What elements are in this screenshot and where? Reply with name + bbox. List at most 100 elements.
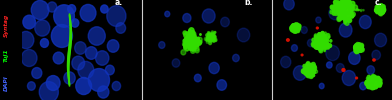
- Ellipse shape: [332, 10, 335, 12]
- Ellipse shape: [343, 9, 344, 10]
- Ellipse shape: [356, 48, 358, 51]
- Ellipse shape: [357, 49, 359, 51]
- Ellipse shape: [291, 45, 298, 51]
- Ellipse shape: [374, 77, 377, 81]
- Ellipse shape: [213, 37, 216, 40]
- Ellipse shape: [189, 34, 190, 36]
- Ellipse shape: [294, 25, 297, 29]
- Ellipse shape: [375, 78, 376, 80]
- Ellipse shape: [295, 27, 297, 30]
- Ellipse shape: [69, 46, 71, 48]
- Ellipse shape: [309, 72, 312, 76]
- Ellipse shape: [352, 9, 354, 10]
- Ellipse shape: [358, 49, 361, 52]
- Ellipse shape: [379, 79, 381, 80]
- Ellipse shape: [381, 12, 383, 14]
- Ellipse shape: [347, 6, 349, 8]
- Ellipse shape: [322, 38, 323, 39]
- Ellipse shape: [187, 37, 190, 41]
- Ellipse shape: [76, 77, 92, 95]
- Ellipse shape: [347, 2, 348, 3]
- Ellipse shape: [356, 10, 357, 11]
- Ellipse shape: [191, 48, 195, 53]
- Ellipse shape: [297, 27, 298, 28]
- Ellipse shape: [341, 8, 343, 10]
- Ellipse shape: [292, 26, 296, 30]
- Ellipse shape: [377, 6, 381, 10]
- Ellipse shape: [191, 32, 196, 37]
- Ellipse shape: [292, 24, 296, 28]
- Ellipse shape: [296, 28, 298, 31]
- Ellipse shape: [78, 61, 94, 79]
- Ellipse shape: [295, 25, 298, 28]
- Ellipse shape: [339, 2, 342, 6]
- Ellipse shape: [310, 65, 314, 69]
- Ellipse shape: [323, 39, 325, 42]
- Ellipse shape: [359, 48, 360, 50]
- Ellipse shape: [380, 8, 383, 12]
- Ellipse shape: [360, 45, 363, 49]
- Ellipse shape: [321, 41, 323, 44]
- Ellipse shape: [358, 49, 359, 51]
- Ellipse shape: [358, 44, 361, 47]
- Ellipse shape: [320, 34, 323, 38]
- Ellipse shape: [69, 45, 71, 47]
- Ellipse shape: [375, 84, 377, 86]
- Ellipse shape: [107, 6, 126, 26]
- Ellipse shape: [348, 10, 349, 11]
- Ellipse shape: [341, 13, 343, 14]
- Ellipse shape: [190, 42, 192, 44]
- Ellipse shape: [68, 53, 70, 55]
- Ellipse shape: [309, 68, 312, 71]
- Ellipse shape: [342, 69, 345, 71]
- Ellipse shape: [338, 1, 340, 3]
- Ellipse shape: [358, 44, 361, 48]
- Ellipse shape: [183, 42, 187, 46]
- Ellipse shape: [291, 26, 294, 29]
- Ellipse shape: [197, 37, 200, 40]
- Ellipse shape: [323, 46, 327, 50]
- Ellipse shape: [345, 10, 346, 11]
- Ellipse shape: [68, 74, 69, 77]
- Text: b.: b.: [244, 0, 252, 7]
- Ellipse shape: [379, 10, 381, 11]
- Ellipse shape: [323, 42, 328, 47]
- Ellipse shape: [309, 71, 311, 72]
- Ellipse shape: [316, 40, 318, 41]
- Ellipse shape: [318, 36, 321, 39]
- Ellipse shape: [314, 70, 318, 73]
- Ellipse shape: [309, 69, 311, 71]
- Ellipse shape: [359, 46, 361, 48]
- Ellipse shape: [358, 50, 359, 52]
- Ellipse shape: [379, 8, 381, 10]
- Ellipse shape: [192, 37, 195, 40]
- Ellipse shape: [189, 42, 191, 45]
- Ellipse shape: [328, 36, 330, 38]
- Ellipse shape: [381, 9, 384, 12]
- Ellipse shape: [339, 14, 342, 17]
- Ellipse shape: [191, 43, 194, 46]
- Ellipse shape: [345, 0, 349, 2]
- Ellipse shape: [310, 68, 312, 70]
- Ellipse shape: [209, 39, 211, 42]
- Ellipse shape: [357, 47, 359, 49]
- Ellipse shape: [294, 29, 295, 31]
- Ellipse shape: [294, 26, 295, 28]
- Ellipse shape: [337, 9, 339, 10]
- Ellipse shape: [342, 13, 344, 16]
- Ellipse shape: [310, 74, 311, 76]
- Ellipse shape: [355, 49, 357, 51]
- Ellipse shape: [193, 36, 195, 38]
- Ellipse shape: [339, 13, 343, 18]
- Ellipse shape: [374, 78, 376, 80]
- Ellipse shape: [192, 34, 196, 38]
- Ellipse shape: [307, 68, 309, 70]
- Ellipse shape: [379, 10, 383, 15]
- Ellipse shape: [376, 8, 378, 10]
- Ellipse shape: [378, 8, 380, 11]
- Ellipse shape: [296, 25, 300, 29]
- Ellipse shape: [380, 6, 385, 11]
- Ellipse shape: [294, 28, 296, 31]
- Ellipse shape: [293, 28, 297, 32]
- Ellipse shape: [369, 83, 372, 85]
